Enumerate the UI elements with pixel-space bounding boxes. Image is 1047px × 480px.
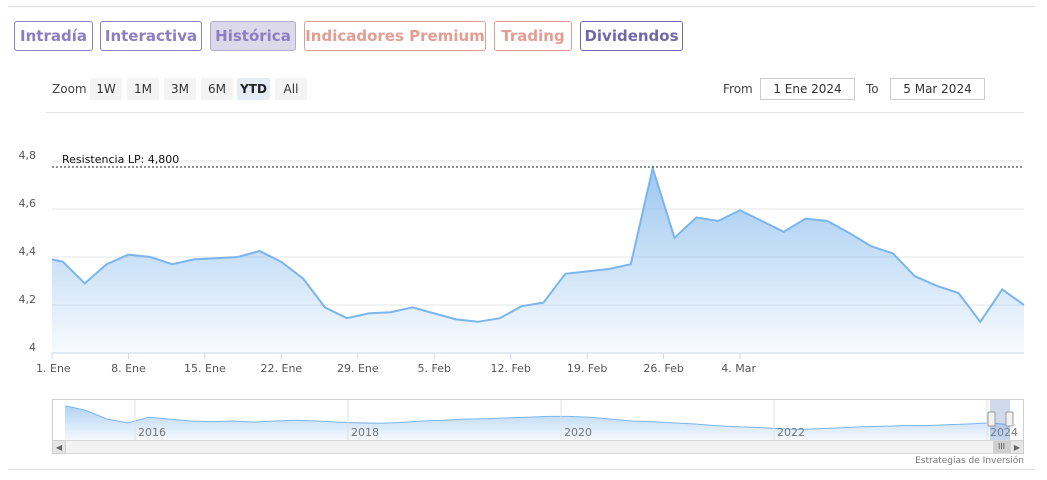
top-divider [8,6,1035,7]
toolbar-divider [46,112,1024,113]
navigator-selection[interactable] [990,400,1010,440]
x-tick-label: 8. Ene [111,362,146,375]
zoom-6m-button[interactable]: 6M [201,78,233,100]
y-tick-label: 4,2 [19,293,37,306]
zoom-3m-button[interactable]: 3M [164,78,196,100]
scrollbar-thumb[interactable]: III [993,441,1010,453]
x-tick-label: 15. Ene [184,362,226,375]
from-label: From [723,82,753,96]
zoom-1m-button[interactable]: 1M [127,78,159,100]
navigator-year-label: 2022 [777,426,805,439]
tab-indicadores-premium[interactable]: Indicadores Premium [304,21,486,51]
tab-intradia[interactable]: Intradía [14,21,93,51]
x-tick-label: 12. Feb [490,362,530,375]
y-tick-label: 4,8 [19,149,37,162]
from-date-input[interactable] [760,78,855,100]
zoom-1w-button[interactable]: 1W [90,78,122,100]
bottom-divider [8,469,1035,470]
to-label: To [866,82,879,96]
to-date-input[interactable] [890,78,985,100]
tab-historica[interactable]: Histórica [210,21,296,51]
scrollbar-track[interactable] [52,440,1024,454]
navigator-line [64,405,1011,430]
navigator-area [65,405,1010,440]
navigator-year-label: 2020 [564,426,592,439]
navigator-year-label: 2018 [351,426,379,439]
x-tick-label: 29. Ene [337,362,379,375]
y-tick-label: 4,6 [19,197,37,210]
tab-dividendos[interactable]: Dividendos [580,21,683,51]
x-tick-label: 22. Ene [261,362,303,375]
x-tick-label: 19. Feb [567,362,607,375]
price-chart[interactable]: Resistencia LP: 4,800 4 4,2 4,4 4,6 4,8 1. En… [0,0,1047,400]
series-area-fill [52,168,1024,353]
scroll-left-arrow-icon[interactable]: ◀ [52,440,66,454]
x-tick-label: 26. Feb [643,362,683,375]
navigator-year-label: 2024 [990,426,1018,439]
series-line[interactable] [51,164,1025,324]
resistance-label: Resistencia LP: 4,800 [62,153,179,166]
scroll-right-arrow-icon[interactable]: ▶ [1010,440,1024,454]
navigator-right-handle[interactable] [1005,411,1014,427]
y-tick-label: 4 [29,341,36,354]
x-tick-label: 4. Mar [721,362,756,375]
zoom-ytd-button[interactable]: YTD [237,78,270,100]
x-tick-label: 1. Ene [36,362,71,375]
y-tick-label: 4,4 [19,245,37,258]
zoom-label: Zoom [52,82,87,96]
navigator-left-handle[interactable] [987,411,996,427]
x-tick-label: 5. Feb [418,362,451,375]
chart-credit: Estrategias de Inversión [915,456,1024,466]
tab-trading[interactable]: Trading [494,21,572,51]
navigator-year-label: 2016 [138,426,166,439]
tab-interactiva[interactable]: Interactiva [100,21,202,51]
zoom-all-button[interactable]: All [275,78,307,100]
